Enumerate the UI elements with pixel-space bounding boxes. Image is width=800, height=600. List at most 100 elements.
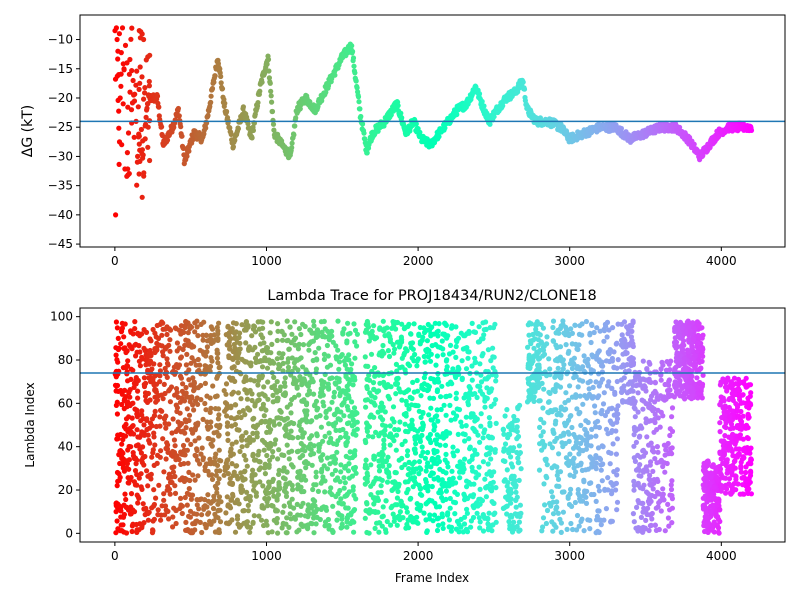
lambda-point	[409, 475, 416, 481]
lambda-point	[584, 360, 591, 366]
lambda-point	[425, 449, 431, 456]
lambda-point	[260, 483, 266, 489]
delta-g-point	[358, 113, 364, 120]
lambda-point	[592, 403, 598, 409]
lambda-point	[384, 479, 391, 485]
lambda-point	[323, 408, 329, 414]
lambda-point	[585, 466, 591, 472]
lambda-point	[236, 427, 242, 433]
lambda-point	[537, 424, 543, 430]
lambda-point	[194, 511, 200, 517]
lambda-point	[563, 327, 570, 333]
lambda-point	[399, 455, 405, 461]
lambda-point	[446, 517, 452, 523]
lambda-point	[275, 321, 281, 327]
lambda-point	[268, 350, 274, 356]
lambda-point	[243, 359, 249, 365]
lambda-point	[260, 401, 266, 407]
lambda-point	[135, 388, 141, 394]
lambda-point	[300, 342, 307, 348]
lambda-point	[420, 449, 426, 455]
lambda-point	[125, 399, 131, 405]
lambda-point	[370, 380, 377, 386]
delta-g-point	[178, 124, 184, 130]
lambda-point	[180, 381, 186, 387]
lambda-point	[260, 319, 266, 325]
lambda-point	[540, 515, 547, 521]
lambda-point	[183, 519, 189, 526]
lambda-point	[402, 367, 408, 373]
delta-g-x-tick-label: 3000	[554, 254, 585, 268]
lambda-point	[341, 326, 347, 332]
lambda-point	[372, 395, 378, 401]
lambda-point	[457, 469, 463, 475]
lambda-point	[563, 390, 569, 396]
lambda-point	[286, 449, 292, 455]
lambda-point	[250, 467, 256, 473]
lambda-point	[251, 513, 257, 519]
lambda-point	[418, 414, 424, 420]
lambda-point	[468, 524, 474, 530]
lambda-point	[386, 471, 392, 477]
lambda-point	[368, 483, 374, 489]
lambda-point	[243, 457, 249, 463]
delta-g-point	[143, 114, 149, 120]
delta-g-point	[142, 85, 148, 91]
lambda-point	[215, 331, 221, 337]
lambda-point	[221, 472, 227, 478]
lambda-point	[488, 456, 494, 462]
lambda-point	[462, 493, 468, 499]
lambda-point	[423, 477, 429, 483]
lambda-point	[165, 362, 171, 368]
delta-g-point	[691, 141, 697, 147]
lambda-point	[439, 338, 445, 344]
lambda-point	[625, 331, 631, 337]
lambda-point	[414, 519, 420, 526]
lambda-point	[568, 520, 574, 527]
lambda-point	[134, 482, 140, 488]
lambda-point	[170, 524, 176, 530]
lambda-point	[344, 338, 350, 344]
lambda-point	[212, 459, 218, 465]
lambda-point	[140, 444, 146, 450]
lambda-point	[301, 460, 308, 466]
lambda-point	[319, 381, 325, 388]
lambda-point	[399, 503, 405, 509]
lambda-point	[249, 333, 255, 339]
lambda-point	[122, 321, 128, 327]
lambda-point	[441, 402, 447, 408]
lambda-point	[669, 445, 675, 451]
lambda-point	[471, 505, 477, 511]
lambda-point	[470, 494, 476, 500]
lambda-point	[471, 426, 477, 432]
lambda-point	[230, 356, 236, 362]
lambda-point	[183, 384, 189, 391]
lambda-point	[543, 520, 550, 527]
lambda-point	[469, 464, 475, 470]
lambda-point	[182, 494, 188, 501]
delta-g-point	[520, 79, 526, 85]
lambda-point	[306, 347, 312, 353]
lambda-point	[366, 510, 372, 516]
lambda-point	[556, 483, 562, 489]
delta-g-point	[116, 108, 122, 114]
lambda-point	[349, 409, 355, 416]
lambda-point	[333, 420, 339, 426]
delta-g-point	[481, 103, 487, 109]
lambda-point	[411, 321, 417, 327]
lambda-point	[156, 482, 162, 488]
lambda-point	[392, 319, 398, 325]
lambda-point	[607, 461, 613, 467]
delta-g-point	[240, 104, 246, 110]
lambda-point	[587, 480, 593, 486]
lambda-point	[505, 480, 511, 486]
lambda-point	[321, 356, 327, 362]
lambda-point	[148, 476, 154, 482]
lambda-point	[307, 435, 313, 441]
lambda-point	[275, 415, 282, 421]
lambda-point	[282, 425, 288, 431]
lambda-point	[365, 433, 372, 439]
lambda-point	[392, 346, 398, 352]
lambda-point	[578, 460, 584, 466]
lambda-point	[579, 332, 585, 338]
